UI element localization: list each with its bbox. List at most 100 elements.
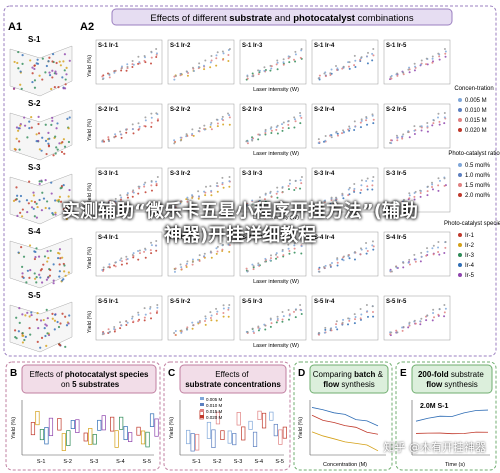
a1-dot <box>30 199 33 203</box>
cell-dot <box>359 121 362 124</box>
a1-dot <box>33 257 36 261</box>
cell-dot <box>353 322 356 325</box>
cell-dot <box>114 133 117 136</box>
cell-dot <box>107 266 110 269</box>
legend-dot <box>458 118 462 122</box>
cell-dot <box>257 138 260 141</box>
cell-dot <box>143 307 146 310</box>
cell-dot <box>287 247 290 250</box>
cell-dot <box>420 251 423 254</box>
cell-dot <box>173 268 176 271</box>
cell-dot <box>444 50 447 53</box>
cell-dot <box>402 133 405 136</box>
cell-dot <box>126 192 129 195</box>
cell-dot <box>173 202 176 205</box>
cell-dot <box>372 48 375 50</box>
a1-dot <box>57 256 60 260</box>
label: 2.0M S-1 <box>420 403 449 410</box>
cell-dot <box>359 58 362 61</box>
cell-dot <box>366 62 369 65</box>
cell-dot <box>252 268 255 271</box>
cell-dot <box>324 75 327 78</box>
a1-dot <box>57 325 61 329</box>
label: S-1 Ir-1 <box>98 43 119 49</box>
label: S-4 Ir-4 <box>314 235 335 241</box>
label: C <box>168 368 175 379</box>
cell-dot <box>216 310 219 313</box>
a1-dot <box>61 312 64 315</box>
cell-dot <box>281 191 284 194</box>
cell-dot <box>300 182 303 185</box>
cell-dot <box>131 315 134 318</box>
cell-dot <box>288 61 291 64</box>
cell-dot <box>431 188 434 191</box>
cell-dot <box>287 123 290 126</box>
cell-dot <box>131 253 134 256</box>
cell-dot <box>372 122 375 125</box>
box <box>110 416 115 432</box>
cell-dot <box>120 324 123 327</box>
cell-dot <box>443 116 446 119</box>
cell-dot <box>287 127 290 130</box>
cell-dot <box>252 75 255 78</box>
a1-dot <box>59 200 63 203</box>
cell-dot <box>191 261 194 264</box>
a1-dot <box>37 122 40 126</box>
a1-dot <box>19 70 22 73</box>
a1-dot <box>14 198 17 201</box>
label: Ir-4 <box>465 263 475 269</box>
label: S-4 Ir-2 <box>170 235 191 241</box>
title-part: flow <box>426 380 443 389</box>
cell-bg <box>95 39 163 85</box>
cell-dot <box>336 134 339 137</box>
a1-dot <box>50 181 53 184</box>
a1-dot <box>40 336 44 339</box>
cell-dot <box>335 326 338 329</box>
a1-dot <box>20 215 24 218</box>
cell-dot <box>120 65 123 68</box>
a1-dot <box>31 80 34 84</box>
cell-dot <box>210 319 213 322</box>
a1-dot <box>35 276 38 279</box>
cell-dot <box>102 204 105 207</box>
cell-dot <box>185 133 188 136</box>
label: 0.010 M <box>206 403 223 408</box>
label: S-4 Ir-1 <box>98 235 119 241</box>
cell-dot <box>431 57 434 60</box>
cell-dot <box>371 59 374 62</box>
cell-dot <box>276 61 279 64</box>
cell-dot <box>131 128 134 131</box>
cell-bg <box>95 167 163 213</box>
a1-dot <box>28 127 31 130</box>
box <box>140 430 146 445</box>
cell-dot <box>402 261 405 264</box>
cell-dot <box>419 195 422 198</box>
label: Laser intensity (W) <box>253 151 299 157</box>
cell-dot <box>390 331 393 334</box>
label: S-5 Ir-3 <box>242 299 263 305</box>
cell-dot <box>155 180 158 183</box>
cell-dot <box>372 118 375 121</box>
cell-dot <box>197 197 200 200</box>
cell-dot <box>227 308 230 311</box>
cell-dot <box>425 254 428 257</box>
a1-dot <box>41 191 44 194</box>
a1-dot <box>30 126 33 129</box>
cell-dot <box>425 63 428 66</box>
cell-dot <box>156 118 159 121</box>
cell-dot <box>366 188 369 191</box>
cell-dot <box>258 196 261 199</box>
cell-dot <box>353 183 356 186</box>
cell-dot <box>180 200 183 203</box>
a1-dot <box>63 53 67 56</box>
cell-dot <box>336 264 339 267</box>
cell-dot <box>437 52 440 55</box>
box <box>186 429 191 445</box>
cell-dot <box>443 311 446 314</box>
cell-dot <box>432 244 435 247</box>
a1-dot <box>18 307 21 310</box>
cell-dot <box>269 127 272 130</box>
a1-dot <box>54 313 57 316</box>
a1-dot <box>16 194 19 197</box>
cell-dot <box>348 257 351 260</box>
